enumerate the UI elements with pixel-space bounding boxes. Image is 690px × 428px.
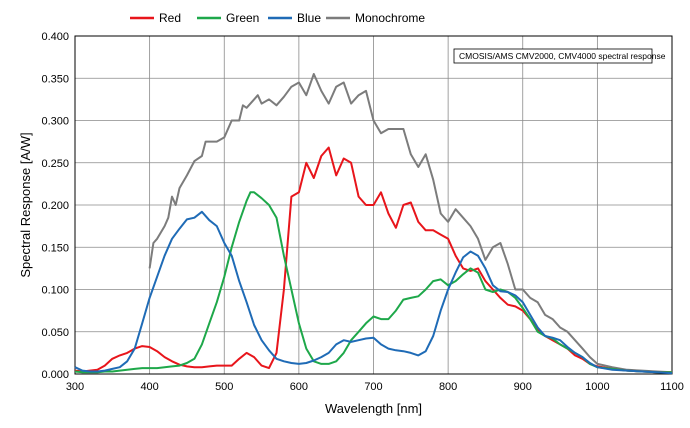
y-tick-label: 0.300 [41,116,69,128]
y-tick-label: 0.350 [41,73,69,85]
y-axis-ticks: 0.000 0.050 0.100 0.150 0.200 0.250 0.300 0.350… [41,31,69,381]
legend-label-red: Red [159,11,181,25]
plot-area [74,35,673,375]
x-tick-label: 300 [66,381,84,393]
x-tick-label: 1100 [660,381,684,393]
legend-label-green: Green [226,11,259,25]
x-tick-label: 600 [290,381,308,393]
x-axis-label: Wavelength [nm] [325,401,422,416]
annotation-box: CMOSIS/AMS CMV2000, CMV4000 spectral res… [453,48,666,64]
legend: Red Green Blue Monochrome [130,11,425,25]
x-tick-label: 1000 [585,381,609,393]
legend-label-monochrome: Monochrome [355,11,425,25]
x-axis-ticks: 300 400 500 600 700 800 900 1000 1100 [66,381,684,393]
y-tick-label: 0.400 [41,31,69,43]
legend-label-blue: Blue [297,11,321,25]
y-tick-label: 0.200 [41,200,69,212]
series-line-blue [74,210,673,375]
series-line-monochrome [148,73,673,374]
y-axis-label: Spectral Response [A/W] [18,132,33,277]
series-line-green [74,191,672,374]
y-tick-label: 0.000 [41,369,69,381]
x-tick-label: 900 [514,381,532,393]
y-tick-label: 0.150 [41,242,69,254]
x-tick-label: 500 [215,381,233,393]
y-tick-label: 0.100 [41,285,69,297]
series-lines [74,73,673,375]
x-tick-label: 800 [439,381,457,393]
y-tick-label: 0.050 [41,327,69,339]
x-tick-label: 700 [364,381,382,393]
y-tick-label: 0.250 [41,158,69,170]
annotation-text: CMOSIS/AMS CMV2000, CMV4000 spectral res… [459,51,666,61]
x-tick-label: 400 [140,381,158,393]
